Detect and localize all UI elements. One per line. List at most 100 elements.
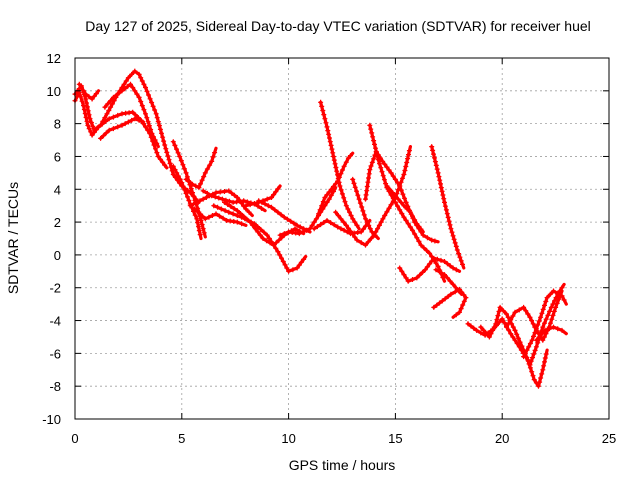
data-point-marker xyxy=(369,159,375,165)
data-point-marker xyxy=(343,159,349,165)
data-point-marker xyxy=(382,161,388,167)
data-point-marker xyxy=(543,316,549,322)
data-point-marker xyxy=(255,229,261,235)
data-point-marker xyxy=(264,196,270,202)
data-point-marker xyxy=(244,216,250,222)
data-point-marker xyxy=(405,221,411,227)
data-point-marker xyxy=(407,209,413,215)
y-tick-label: 12 xyxy=(47,51,61,66)
y-tick-label: -8 xyxy=(49,379,61,394)
data-point-marker xyxy=(260,236,266,241)
data-point-marker xyxy=(377,161,382,167)
data-point-marker xyxy=(318,222,324,228)
data-point-marker xyxy=(367,226,373,232)
data-point-marker xyxy=(247,202,253,208)
data-point-marker xyxy=(440,192,446,198)
data-point-marker xyxy=(192,206,198,212)
data-point-marker xyxy=(199,222,205,228)
data-point-marker xyxy=(226,188,232,194)
data-point-marker xyxy=(388,202,394,208)
data-point-marker xyxy=(445,294,451,299)
data-point-marker xyxy=(401,203,407,209)
data-point-marker xyxy=(403,199,409,205)
y-tick-label: -10 xyxy=(42,412,61,427)
data-point-marker xyxy=(187,203,193,209)
data-point-marker xyxy=(166,157,172,163)
data-point-marker xyxy=(429,258,435,264)
data-point-marker xyxy=(275,209,281,215)
data-point-marker xyxy=(543,299,549,304)
data-point-marker xyxy=(361,212,367,218)
data-point-marker xyxy=(230,211,236,217)
data-point-marker xyxy=(378,219,384,225)
data-point-marker xyxy=(266,236,272,241)
data-point-marker xyxy=(262,201,268,207)
data-point-marker xyxy=(382,213,388,218)
data-point-marker xyxy=(510,334,516,340)
data-point-marker xyxy=(554,300,560,306)
data-point-marker xyxy=(175,173,181,179)
data-point-marker xyxy=(378,165,384,171)
data-point-marker xyxy=(239,221,245,227)
data-point-marker xyxy=(264,238,269,244)
data-point-marker xyxy=(85,108,91,114)
data-point-marker xyxy=(88,120,94,125)
data-point-marker xyxy=(493,321,499,327)
data-point-marker xyxy=(527,341,533,346)
data-point-marker xyxy=(363,242,368,248)
data-point-marker xyxy=(424,264,430,270)
data-point-marker xyxy=(273,189,279,195)
data-point-marker xyxy=(212,194,218,200)
data-point-marker xyxy=(433,267,439,273)
data-point-marker xyxy=(264,232,270,238)
data-point-marker xyxy=(548,304,554,310)
data-point-marker xyxy=(172,167,178,173)
data-point-marker xyxy=(432,238,438,244)
data-point-marker xyxy=(553,304,559,310)
data-point-marker xyxy=(364,219,370,225)
data-point-marker xyxy=(328,192,334,198)
data-point-marker xyxy=(330,150,336,156)
data-point-marker xyxy=(247,219,253,225)
data-point-marker xyxy=(314,224,320,230)
data-point-marker xyxy=(136,94,142,100)
data-point-marker xyxy=(375,157,381,163)
data-point-marker xyxy=(175,150,181,156)
data-point-marker xyxy=(380,158,386,164)
data-point-marker xyxy=(550,301,556,307)
data-point-marker xyxy=(533,380,539,386)
data-point-marker xyxy=(348,153,353,159)
data-point-marker xyxy=(265,203,271,209)
data-point-marker xyxy=(192,212,198,218)
data-point-marker xyxy=(395,196,401,202)
data-point-marker xyxy=(363,216,368,222)
x-axis-label: GPS time / hours xyxy=(289,457,396,473)
data-point-marker xyxy=(177,176,183,182)
data-point-marker xyxy=(531,377,537,383)
data-point-marker xyxy=(200,196,206,202)
data-point-marker xyxy=(363,196,368,202)
data-point-marker xyxy=(540,324,546,330)
data-point-marker xyxy=(450,281,456,287)
data-point-marker xyxy=(291,220,297,226)
data-point-marker xyxy=(280,259,286,264)
data-point-marker xyxy=(517,339,523,345)
data-point-marker xyxy=(373,149,379,155)
data-point-marker xyxy=(103,130,109,136)
data-point-marker xyxy=(510,313,516,319)
data-point-marker xyxy=(123,78,129,84)
data-point-marker xyxy=(388,170,394,176)
data-point-marker xyxy=(327,139,333,145)
data-point-marker xyxy=(319,203,325,209)
data-point-marker xyxy=(121,81,127,87)
data-point-marker xyxy=(136,71,142,77)
data-point-marker xyxy=(311,226,317,232)
data-point-marker xyxy=(510,324,516,330)
data-point-marker xyxy=(347,209,352,215)
data-point-marker xyxy=(387,186,393,192)
data-point-marker xyxy=(213,190,219,196)
data-point-marker xyxy=(559,285,565,291)
data-point-marker xyxy=(354,188,359,194)
data-point-marker xyxy=(465,321,471,327)
data-point-marker xyxy=(276,237,282,243)
